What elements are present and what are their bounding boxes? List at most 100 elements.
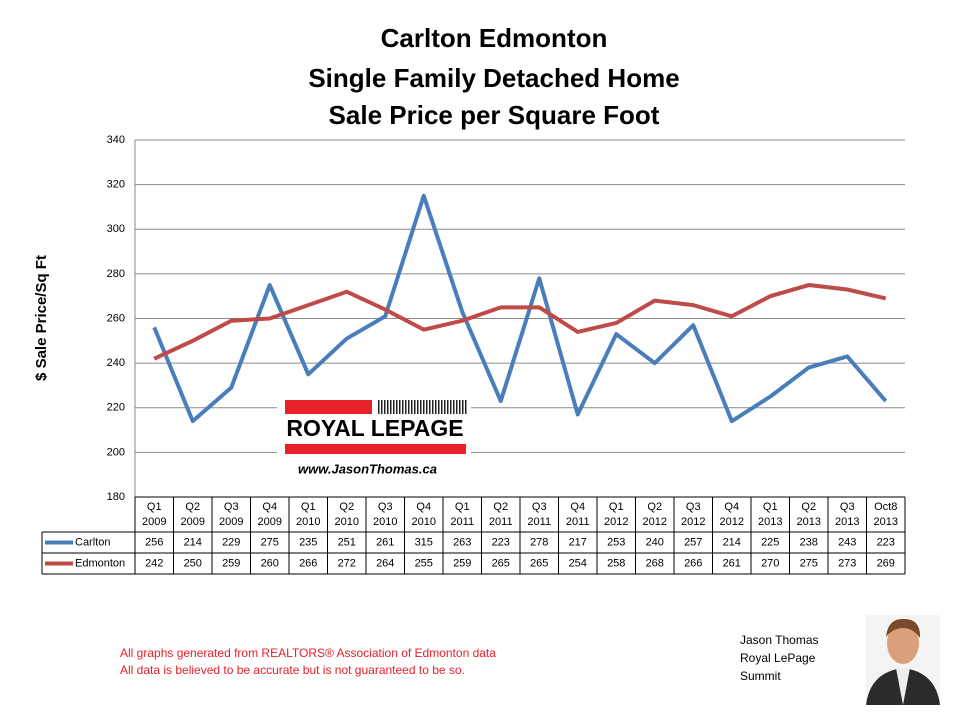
table-value: 269 bbox=[877, 557, 895, 569]
x-tick-label: Q2 bbox=[493, 501, 508, 513]
plot: 180 200 220 240 260 280 300 320 340 Q1 2009 Q2 2009 Q… bbox=[41, 134, 906, 575]
y-tick-label: 180 bbox=[107, 491, 125, 503]
footer-note: All graphs generated from REALTORS® Asso… bbox=[120, 646, 496, 660]
agent-photo bbox=[866, 615, 940, 705]
barcode-line bbox=[432, 400, 434, 414]
barcode-line bbox=[399, 400, 401, 414]
barcode-line bbox=[423, 400, 425, 414]
barcode-line bbox=[459, 400, 461, 414]
chart-title: Single Family Detached Home bbox=[308, 63, 679, 93]
photo-shirt bbox=[896, 668, 910, 705]
y-tick-label: 200 bbox=[107, 446, 125, 458]
barcode-line bbox=[450, 400, 452, 414]
x-tick-label: Q3 bbox=[378, 501, 393, 513]
table-value: 259 bbox=[222, 557, 240, 569]
x-tick-label: Q1 bbox=[301, 501, 316, 513]
y-axis-label: $ Sale Price/Sq Ft bbox=[33, 255, 50, 381]
x-tick-label: Q3 bbox=[224, 501, 239, 513]
barcode-line bbox=[447, 400, 449, 414]
x-tick-label: 2010 bbox=[296, 516, 320, 528]
x-tick-label: Q1 bbox=[455, 501, 470, 513]
table-value: 272 bbox=[338, 557, 356, 569]
table-value: 254 bbox=[569, 557, 587, 569]
x-tick-label: 2011 bbox=[566, 516, 590, 528]
barcode-line bbox=[453, 400, 455, 414]
table-value: 268 bbox=[646, 557, 664, 569]
x-tick-label: Q3 bbox=[686, 501, 701, 513]
table-value: 242 bbox=[145, 557, 163, 569]
table-value: 278 bbox=[530, 536, 548, 548]
barcode-line bbox=[420, 400, 422, 414]
barcode-line bbox=[435, 400, 437, 414]
photo-hair bbox=[886, 618, 921, 638]
table-value: 251 bbox=[338, 536, 356, 548]
barcode-line bbox=[393, 400, 395, 414]
x-tick-label: 2009 bbox=[258, 516, 282, 528]
x-tick-label: Q1 bbox=[763, 501, 778, 513]
barcode-line bbox=[456, 400, 458, 414]
barcode-line bbox=[396, 400, 398, 414]
y-tick-label: 300 bbox=[107, 223, 125, 235]
table-value: 266 bbox=[684, 557, 702, 569]
barcode-line bbox=[441, 400, 443, 414]
x-tick-label: 2012 bbox=[720, 516, 744, 528]
barcode-line bbox=[465, 400, 467, 414]
logo-bar bbox=[285, 444, 466, 454]
x-tick-label: 2010 bbox=[335, 516, 359, 528]
barcode-line bbox=[429, 400, 431, 414]
x-tick-label: Q1 bbox=[609, 501, 624, 513]
table-value: 266 bbox=[299, 557, 317, 569]
x-tick-label: 2012 bbox=[681, 516, 705, 528]
x-tick-label: Q4 bbox=[570, 501, 585, 513]
x-tick-label: 2010 bbox=[373, 516, 397, 528]
table-value: 260 bbox=[261, 557, 279, 569]
chart-title: Sale Price per Square Foot bbox=[329, 100, 660, 130]
x-tick-label: Q2 bbox=[801, 501, 816, 513]
table-value: 223 bbox=[877, 536, 895, 548]
barcode-line bbox=[378, 400, 380, 414]
barcode-line bbox=[411, 400, 413, 414]
table-value: 315 bbox=[415, 536, 433, 548]
table-value: 265 bbox=[530, 557, 548, 569]
table-value: 235 bbox=[299, 536, 317, 548]
x-tick-label: Q4 bbox=[724, 501, 739, 513]
barcode-line bbox=[408, 400, 410, 414]
table-value: 225 bbox=[761, 536, 779, 548]
y-tick-label: 340 bbox=[107, 134, 125, 146]
barcode-line bbox=[444, 400, 446, 414]
table-value: 261 bbox=[723, 557, 741, 569]
x-tick-label: Q3 bbox=[840, 501, 855, 513]
x-tick-label: Q1 bbox=[147, 501, 162, 513]
table-value: 273 bbox=[838, 557, 856, 569]
x-tick-label: 2013 bbox=[797, 516, 821, 528]
x-tick-label: 2013 bbox=[758, 516, 782, 528]
agent-office: Summit bbox=[740, 669, 781, 683]
table-value: 243 bbox=[838, 536, 856, 548]
legend-label: Carlton bbox=[75, 536, 110, 548]
y-tick-label: 320 bbox=[107, 179, 125, 191]
x-tick-label: 2013 bbox=[835, 516, 859, 528]
logo: ROYAL LEPAGE www.JasonThomas.ca bbox=[277, 396, 471, 482]
x-tick-label: Q2 bbox=[647, 501, 662, 513]
y-tick-label: 220 bbox=[107, 402, 125, 414]
y-tick-label: 240 bbox=[107, 357, 125, 369]
series-line bbox=[153, 283, 887, 361]
table-value: 255 bbox=[415, 557, 433, 569]
agent-company: Royal LePage bbox=[740, 651, 816, 665]
series-line bbox=[152, 193, 888, 424]
x-tick-label: 2013 bbox=[874, 516, 898, 528]
table-value: 263 bbox=[453, 536, 471, 548]
table-value: 223 bbox=[492, 536, 510, 548]
x-tick-label: Q2 bbox=[339, 501, 354, 513]
footer-note: All data is believed to be accurate but … bbox=[120, 663, 465, 677]
x-tick-label: 2009 bbox=[181, 516, 205, 528]
x-tick-label: Q4 bbox=[416, 501, 431, 513]
table-value: 238 bbox=[800, 536, 818, 548]
logo-bar bbox=[285, 400, 372, 414]
table-value: 264 bbox=[376, 557, 394, 569]
table-value: 270 bbox=[761, 557, 779, 569]
barcode-line bbox=[402, 400, 404, 414]
table-value: 275 bbox=[800, 557, 818, 569]
barcode-line bbox=[417, 400, 419, 414]
